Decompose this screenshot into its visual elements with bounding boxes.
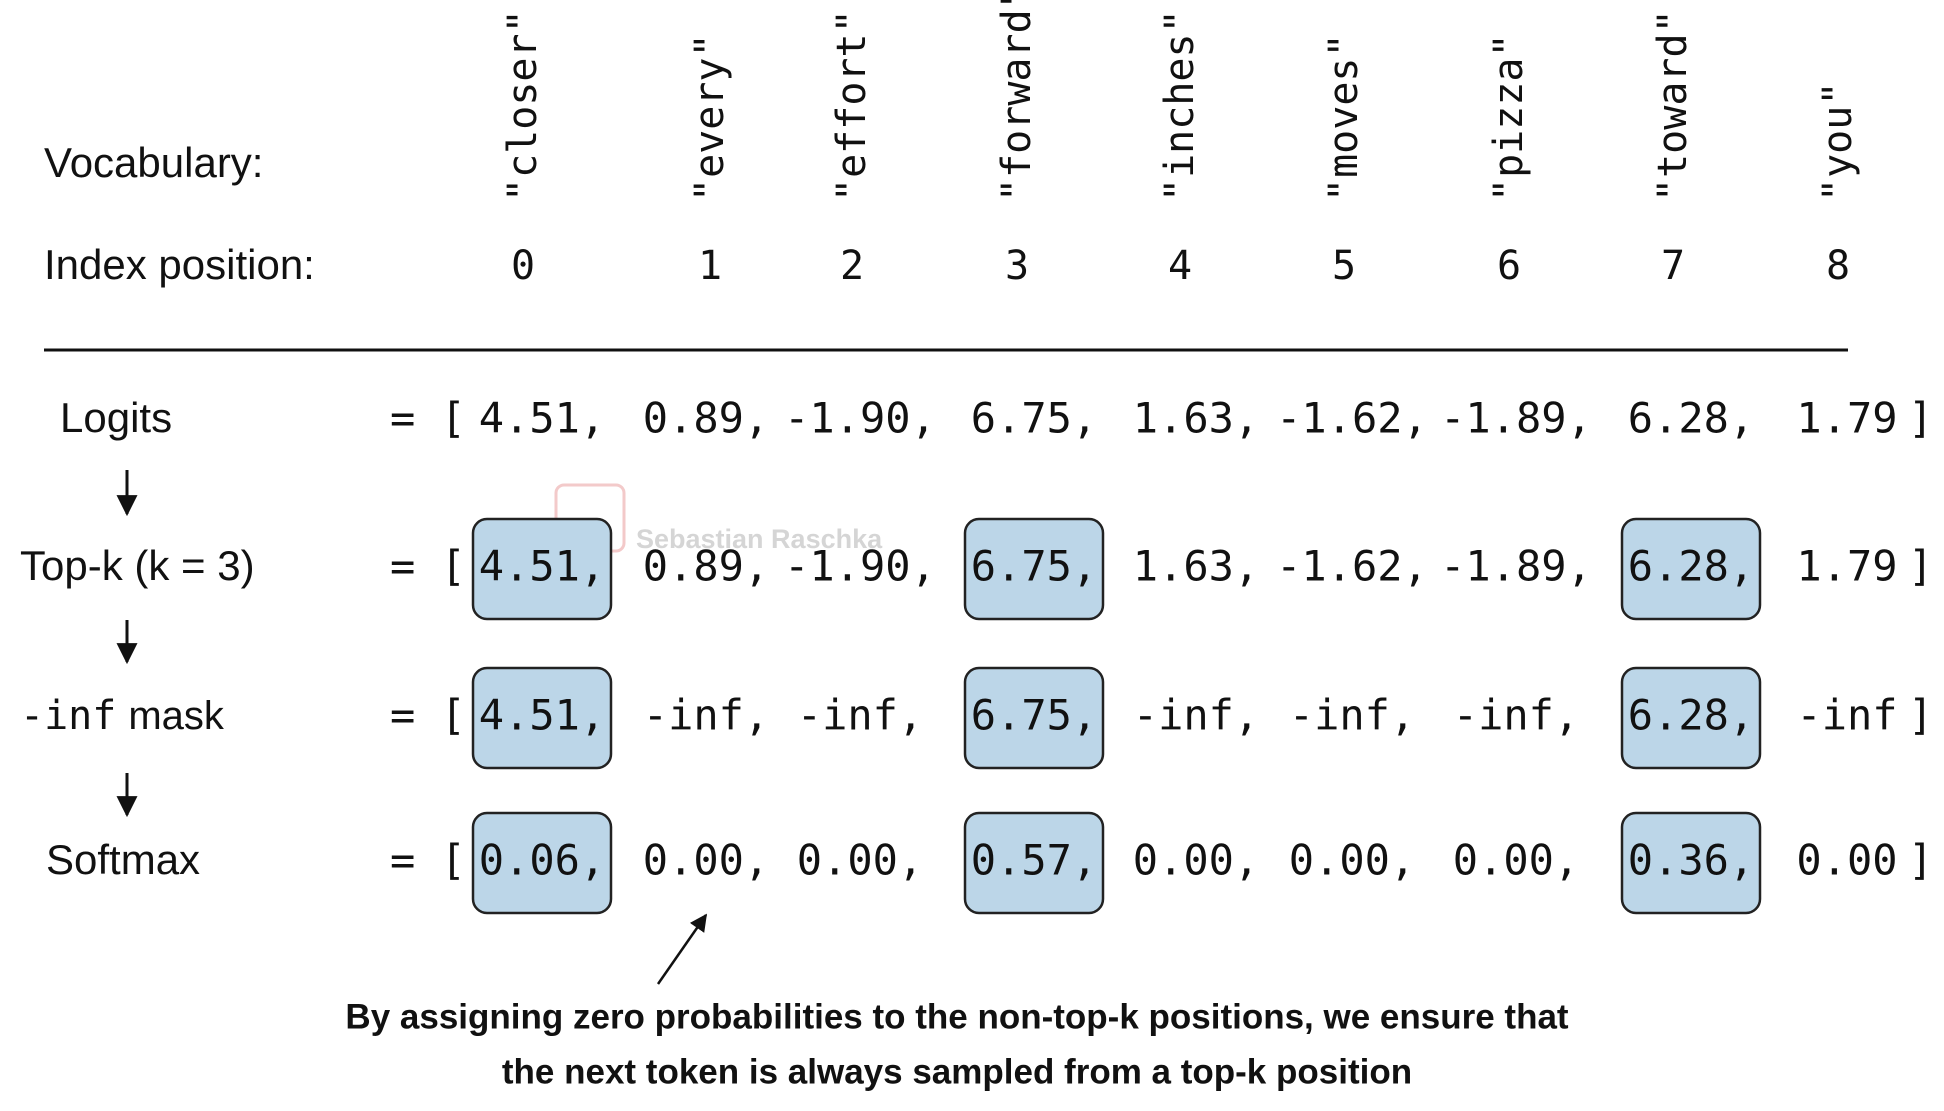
cell-value: 0.57, <box>971 836 1097 885</box>
top-k-box <box>1620 666 1762 770</box>
row-open: = [ <box>390 394 466 443</box>
index-value: 1 <box>698 243 722 289</box>
row-label: Top-k (k = 3) <box>20 542 255 589</box>
cell-value: 4.51, <box>479 542 605 591</box>
cell-value: 6.75, <box>971 691 1097 740</box>
vocab-token: "effort" <box>829 9 875 202</box>
cell-value: 0.00, <box>1133 836 1259 885</box>
vocab-token: "you" <box>1815 82 1861 202</box>
cell-value: -1.89, <box>1440 394 1592 443</box>
cell-value: -1.90, <box>784 542 936 591</box>
cell-value: 6.75, <box>971 542 1097 591</box>
cell-value: 6.28, <box>1628 542 1754 591</box>
top-k-box <box>471 811 613 915</box>
cell-value: 0.00 <box>1796 836 1897 885</box>
cell-value: -inf <box>1796 691 1897 740</box>
index-value: 5 <box>1332 243 1356 289</box>
top-k-box <box>471 666 613 770</box>
cell-value: -inf, <box>643 691 769 740</box>
top-k-box <box>471 517 613 621</box>
cell-value: 4.51, <box>479 394 605 443</box>
top-k-box <box>963 666 1105 770</box>
cell-value: 0.00, <box>643 836 769 885</box>
pointer-arrow <box>656 913 708 985</box>
cell-value: 6.75, <box>971 394 1097 443</box>
cell-value: -1.62, <box>1276 542 1428 591</box>
cell-value: 6.28, <box>1628 691 1754 740</box>
row-close: ] <box>1908 836 1933 885</box>
vocab-token: "closer" <box>500 9 546 202</box>
index-value: 4 <box>1168 243 1192 289</box>
vocab-token: "pizza" <box>1486 33 1532 202</box>
cell-value: 1.63, <box>1133 542 1259 591</box>
cell-value: 0.89, <box>643 542 769 591</box>
cell-value: 1.79 <box>1796 542 1897 591</box>
row-open: = [ <box>390 836 466 885</box>
cell-value: -inf, <box>1133 691 1259 740</box>
index-value: 2 <box>840 243 864 289</box>
index-value: 3 <box>1005 243 1029 289</box>
cell-value: 1.63, <box>1133 394 1259 443</box>
cell-value: 4.51, <box>479 691 605 740</box>
cell-value: 0.36, <box>1628 836 1754 885</box>
row-close: ] <box>1908 394 1933 443</box>
vocab-token: "forward" <box>994 0 1040 202</box>
row-label: Logits <box>60 394 172 441</box>
cell-value: -1.62, <box>1276 394 1428 443</box>
watermark-text: Sebastian Raschka <box>636 524 883 554</box>
vocab-token: "inches" <box>1157 9 1203 202</box>
row-label: Softmax <box>46 836 200 883</box>
cell-value: -1.90, <box>784 394 936 443</box>
cell-value: -inf, <box>797 691 923 740</box>
index-value: 6 <box>1497 243 1521 289</box>
cell-value: 6.28, <box>1628 394 1754 443</box>
vocab-token: "toward" <box>1650 9 1696 202</box>
row-close: ] <box>1908 691 1933 740</box>
cell-value: 0.00, <box>1289 836 1415 885</box>
index-value: 0 <box>511 243 535 289</box>
top-k-box <box>963 517 1105 621</box>
row-label-text: mask <box>128 694 225 738</box>
row-label-code: -inf <box>20 693 116 739</box>
vocab-token: "moves" <box>1321 33 1367 202</box>
top-k-box <box>963 811 1105 915</box>
cell-value: 1.79 <box>1796 394 1897 443</box>
cell-value: 0.89, <box>643 394 769 443</box>
cell-value: -inf, <box>1289 691 1415 740</box>
row-close: ] <box>1908 542 1933 591</box>
top-k-box <box>1620 517 1762 621</box>
index-value: 8 <box>1826 243 1850 289</box>
cell-value: -inf, <box>1453 691 1579 740</box>
index-label: Index position: <box>44 241 315 288</box>
cell-value: 0.00, <box>1453 836 1579 885</box>
row-open: = [ <box>390 542 466 591</box>
row-label: -inf mask <box>20 693 225 739</box>
cell-value: -1.89, <box>1440 542 1592 591</box>
row-open: = [ <box>390 691 466 740</box>
annotation-line: By assigning zero probabilities to the n… <box>345 997 1568 1036</box>
vocabulary-label: Vocabulary: <box>44 139 263 186</box>
top-k-box <box>1620 811 1762 915</box>
cell-value: 0.00, <box>797 836 923 885</box>
cell-value: 0.06, <box>479 836 605 885</box>
annotation-line: the next token is always sampled from a … <box>502 1052 1412 1091</box>
index-value: 7 <box>1661 243 1685 289</box>
vocab-token: "every" <box>687 33 733 202</box>
